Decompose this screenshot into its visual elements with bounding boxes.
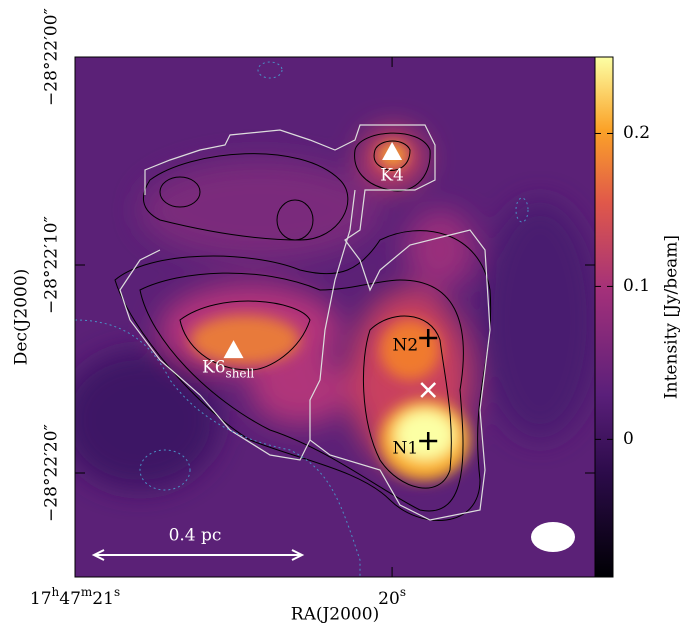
- x-axis-label: RA(J2000): [291, 605, 379, 625]
- x-tick-label: 20s: [378, 585, 406, 609]
- plus-marker: [419, 329, 438, 348]
- y-tick-label: −28°22′00″: [42, 8, 62, 106]
- scale-bar-label: 0.4 pc: [169, 526, 222, 546]
- y-tick-label: −28°22′10″: [42, 216, 62, 314]
- cross-marker: [420, 382, 437, 398]
- intensity-map: [75, 57, 595, 577]
- marker-sublabel: shell: [226, 367, 255, 381]
- x-tick-label: 17h47m21s: [30, 585, 120, 609]
- marker-label: K6: [202, 358, 226, 378]
- triangle-marker: [223, 340, 244, 359]
- y-axis-label: Dec(J2000): [12, 269, 32, 366]
- colorbar-tick-label: 0: [623, 429, 634, 449]
- colorbar-tick-label: 0.2: [623, 123, 650, 143]
- marker-label: N1: [393, 438, 419, 458]
- colorbar: [594, 56, 614, 578]
- colorbar-label: Intensity [Jy/beam]: [662, 235, 682, 399]
- triangle-marker: [382, 142, 403, 161]
- colorbar-tick-label: 0.1: [623, 276, 650, 296]
- plus-marker: [419, 431, 438, 450]
- y-tick-label: −28°22′20″: [42, 424, 62, 522]
- marker-label: K4: [380, 166, 404, 186]
- marker-label: N2: [393, 336, 419, 356]
